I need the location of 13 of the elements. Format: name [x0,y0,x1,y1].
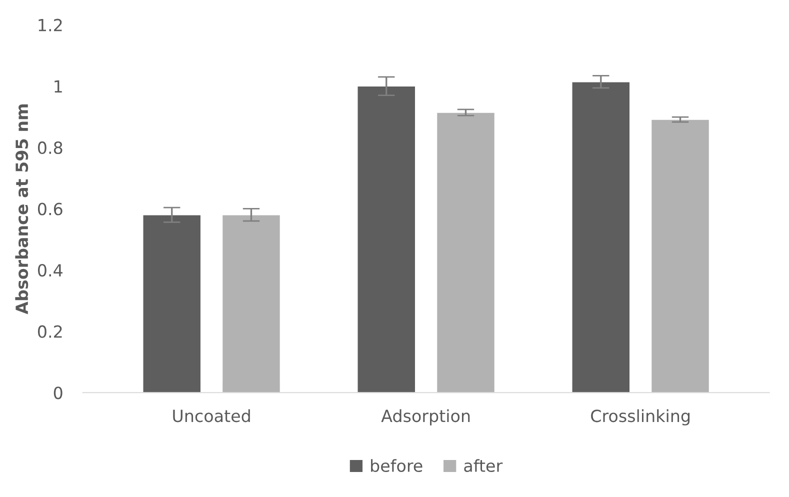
y-tick-label: 0.4 [38,264,62,277]
y-tick-label: 1.2 [38,18,62,32]
y-tick-label: 0 [54,386,62,400]
y-tick-label: 1 [54,80,62,92]
legend-label: before [371,459,422,472]
y-tick-label: 0.6 [38,202,62,216]
x-tick-label: Uncoated [173,409,250,422]
x-tick-label: Crosslinking [591,409,690,426]
y-axis-title: Absorbance at 595 nm [15,104,28,314]
y-tick-label: 0.2 [38,325,62,338]
y-tick-label: 0.8 [38,141,62,154]
x-tick-label: Adsorption [381,409,470,426]
legend-label: after [464,459,503,472]
